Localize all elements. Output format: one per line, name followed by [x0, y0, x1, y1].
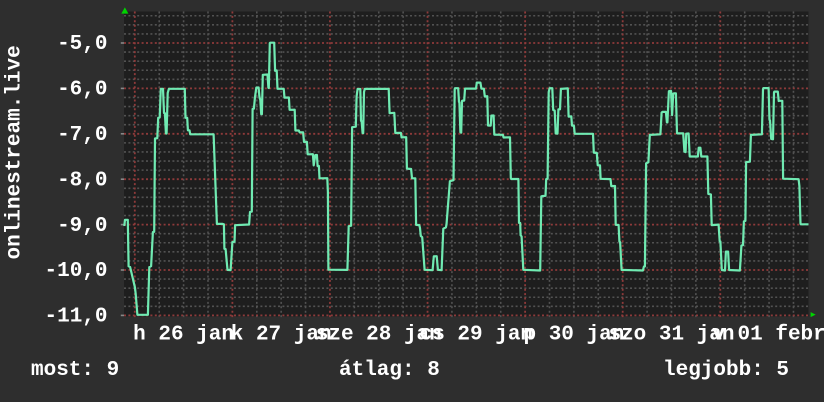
svg-text:k 27 jan: k 27 jan	[231, 324, 332, 347]
svg-text:-11,0: -11,0	[44, 306, 107, 329]
svg-text:onlinestream.live: onlinestream.live	[4, 45, 27, 259]
svg-text:p 30 jan: p 30 jan	[523, 324, 624, 347]
svg-text:sze 28 jan: sze 28 jan	[316, 324, 442, 347]
svg-text:-9,0: -9,0	[57, 215, 107, 238]
svg-text:legjobb: 5: legjobb: 5	[663, 359, 789, 382]
svg-text:most: 9: most: 9	[31, 359, 119, 382]
svg-text:-8,0: -8,0	[57, 169, 107, 192]
svg-text:átlag: 8: átlag: 8	[339, 359, 440, 382]
svg-text:-6,0: -6,0	[57, 79, 107, 102]
svg-text:-10,0: -10,0	[44, 260, 107, 283]
svg-text:cs 29 jan: cs 29 jan	[420, 324, 533, 347]
svg-text:-7,0: -7,0	[57, 124, 107, 147]
svg-text:h 26 jan: h 26 jan	[133, 324, 234, 347]
svg-text:szo 31 jan: szo 31 jan	[608, 324, 734, 347]
svg-text:-5,0: -5,0	[57, 33, 107, 56]
svg-text:v 01 febr: v 01 febr	[712, 324, 824, 347]
